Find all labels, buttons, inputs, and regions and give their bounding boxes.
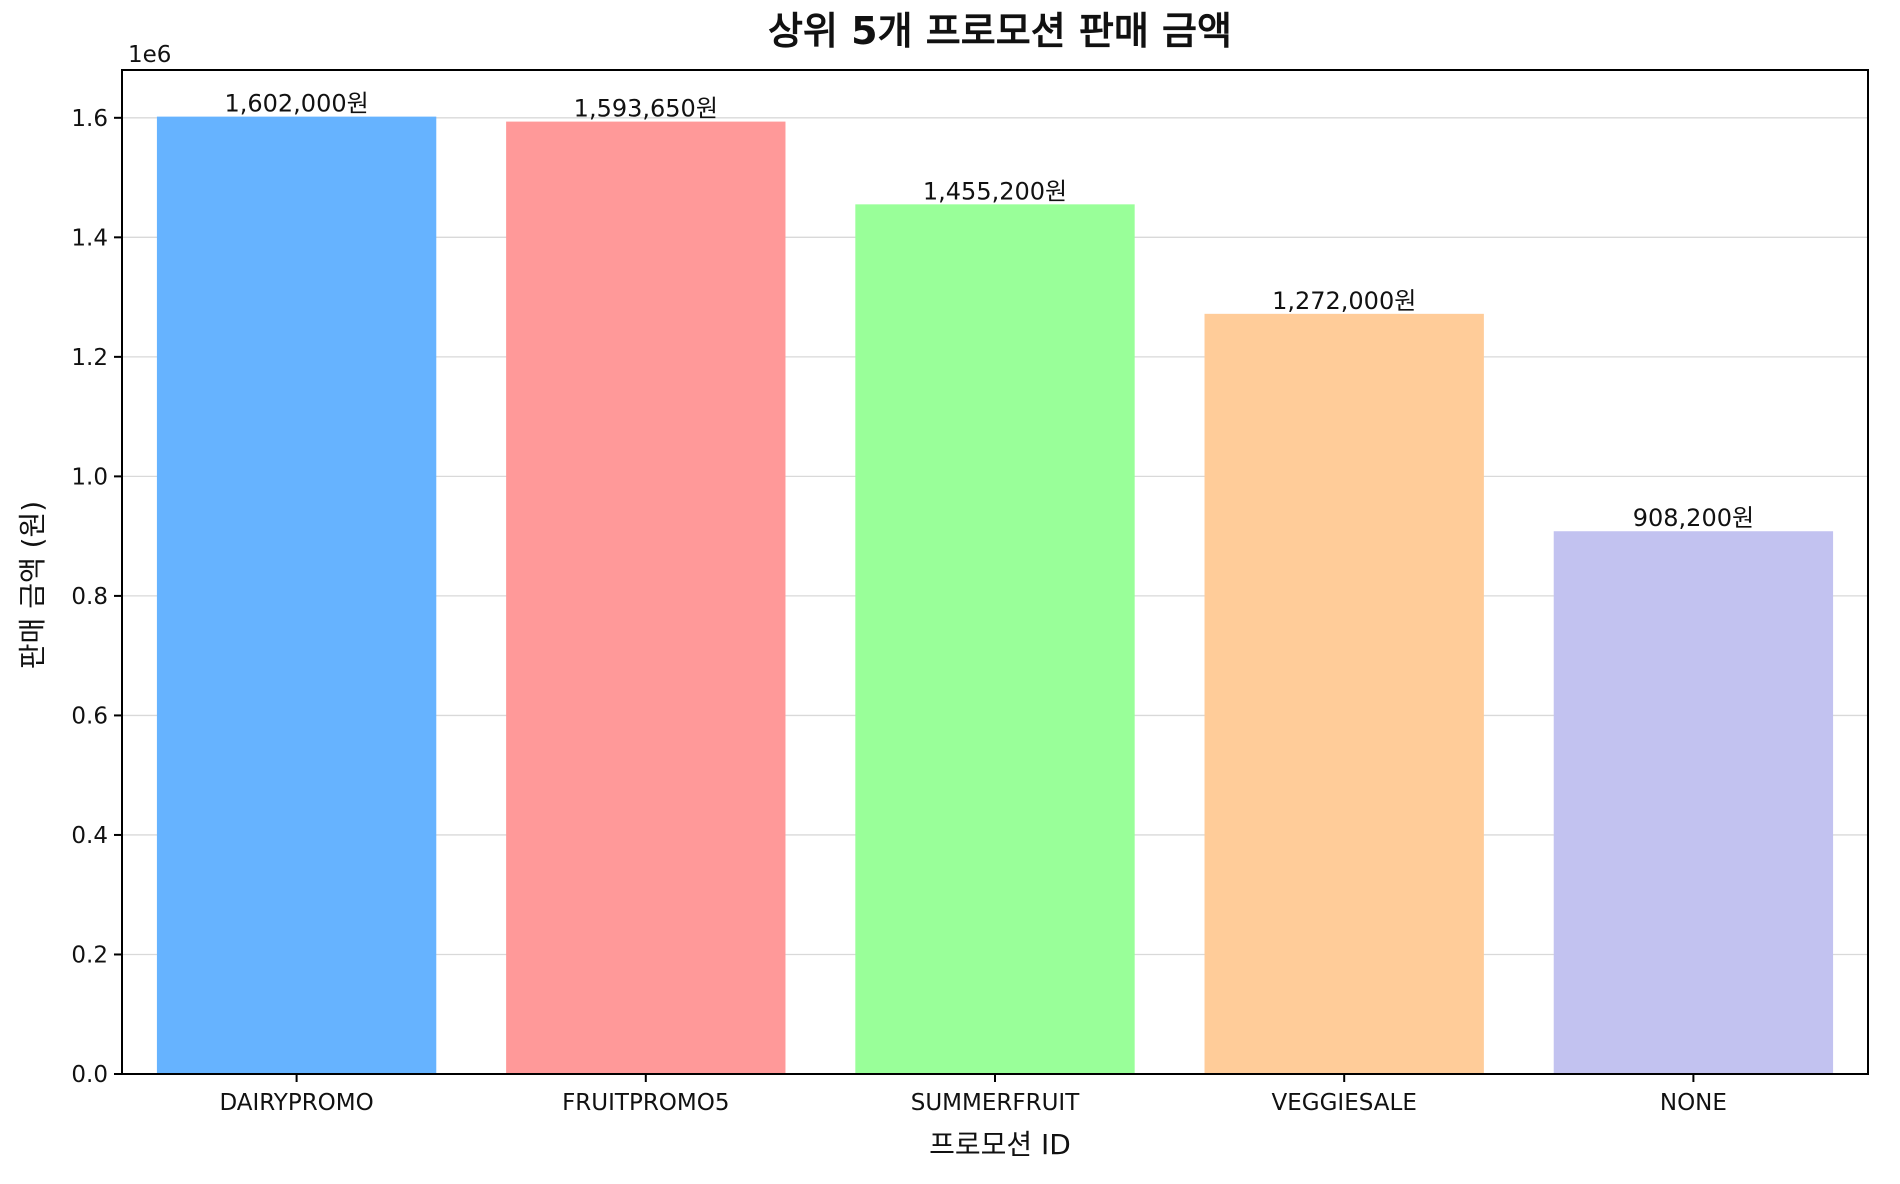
y-tick-label: 1.2 (71, 345, 108, 371)
bar (156, 116, 437, 1075)
x-tick-label: NONE (1660, 1090, 1727, 1116)
y-tick-label: 1.4 (71, 225, 108, 251)
x-tick-label: SUMMERFRUIT (911, 1090, 1080, 1116)
data-labels: 1,602,000원 1,593,650원 1,455,200원 1,272,000원… (224, 90, 1754, 533)
y-tick-label: 0.4 (71, 823, 108, 849)
y-tick-label: 0.0 (71, 1062, 108, 1088)
bars (156, 116, 1834, 1075)
x-tick-label: DAIRYPROMO (219, 1090, 373, 1116)
y-tick-label: 1.6 (71, 106, 108, 132)
bar (506, 121, 786, 1074)
bar (1204, 313, 1484, 1074)
y-axis-offset-label: 1e6 (128, 42, 171, 68)
x-axis-label: 프로모션 ID (929, 1128, 1071, 1161)
x-tick-label: FRUITPROMO5 (562, 1090, 729, 1116)
x-axis-ticks: DAIRYPROMO FRUITPROMO5 SUMMERFRUIT VEGGIESA… (219, 1074, 1727, 1116)
bar (855, 204, 1135, 1075)
y-axis-label: 판매 금액 (원) (16, 501, 49, 669)
bar-value-label: 1,455,200원 (923, 177, 1067, 205)
y-axis-ticks: 0.0 0.2 0.4 0.6 0.8 1.0 1.2 1.4 1.6 (71, 106, 122, 1088)
y-tick-label: 0.2 (71, 942, 108, 968)
bar-value-label: 908,200원 (1633, 504, 1754, 532)
bar (1553, 531, 1834, 1074)
y-tick-label: 1.0 (71, 464, 108, 490)
bar-value-label: 1,272,000원 (1272, 287, 1416, 315)
y-tick-label: 0.6 (71, 703, 108, 729)
bar-value-label: 1,602,000원 (224, 90, 368, 118)
y-tick-label: 0.8 (71, 584, 108, 610)
bar-value-label: 1,593,650원 (574, 95, 718, 123)
x-tick-label: VEGGIESALE (1272, 1090, 1417, 1116)
chart-title: 상위 5개 프로모션 판매 금액 (768, 9, 1232, 53)
